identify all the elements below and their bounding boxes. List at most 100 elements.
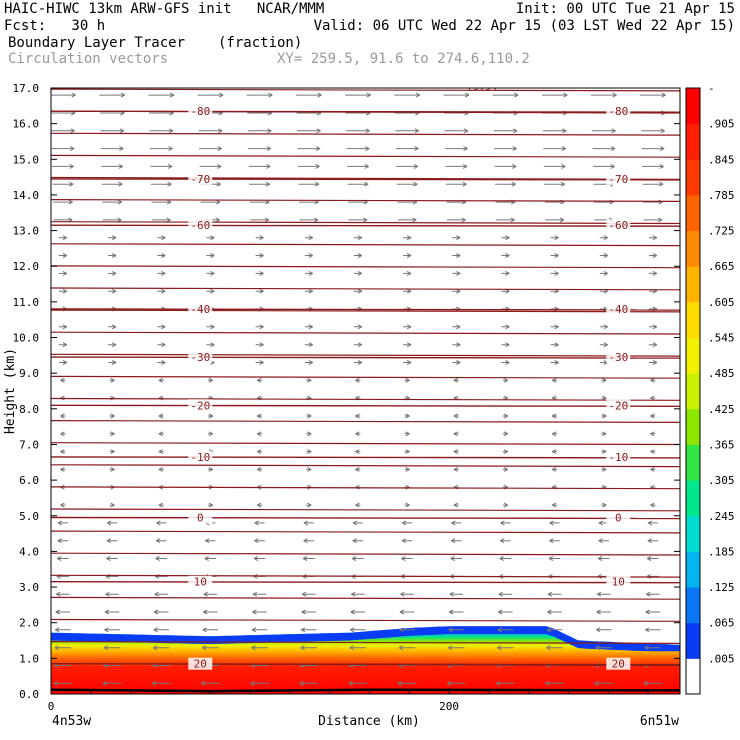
colorbar-swatch [686, 337, 700, 374]
vector-arrow [453, 413, 459, 419]
vector-arrow [443, 92, 470, 98]
vector-arrow [51, 146, 75, 152]
vector-arrow [255, 235, 264, 241]
vector-arrow [60, 413, 66, 419]
vector-arrow [198, 128, 223, 134]
y-tick-label: 8.0 [19, 403, 39, 416]
vector-arrow [547, 591, 562, 597]
vector-arrow [404, 449, 410, 455]
vector-arrow [199, 146, 222, 152]
vector-arrow [643, 680, 663, 686]
vector-arrow [346, 146, 370, 152]
vector-arrow [403, 270, 412, 276]
vector-arrow [256, 413, 263, 419]
colorbar-label: .185 [708, 545, 735, 558]
vector-arrow [254, 538, 265, 544]
colorbar-swatch [686, 408, 700, 445]
vector-arrow [155, 538, 167, 544]
vector-arrow [403, 288, 412, 294]
vector-arrow [353, 360, 363, 365]
vector-arrow [599, 270, 609, 276]
vector-arrow [500, 520, 511, 526]
contour-label-bg [188, 172, 213, 185]
y-tick-label: 4.0 [19, 545, 39, 558]
vector-arrow [157, 360, 166, 365]
colorbar-label: .905 [708, 118, 735, 131]
vector-arrow [452, 288, 461, 294]
vector-arrow [650, 377, 656, 383]
y-tick-label: 16.0 [13, 118, 40, 131]
vector-arrow [109, 431, 115, 437]
vector-arrow [251, 645, 268, 651]
vector-arrow [298, 181, 320, 187]
vector-arrow [403, 235, 412, 241]
vector-arrow [445, 146, 468, 152]
vector-arrow [204, 556, 217, 561]
vector-arrow [304, 253, 314, 258]
colorbar-top-label: - [708, 82, 715, 95]
vector-arrow [207, 413, 214, 419]
vector-arrow [306, 502, 312, 508]
contour-label-bg [188, 399, 213, 412]
vector-arrow [355, 413, 361, 419]
vector-arrow [347, 163, 369, 169]
vector-arrow [101, 181, 123, 187]
isoline [51, 641, 680, 644]
vector-arrow [450, 538, 462, 544]
vector-arrow [601, 466, 607, 472]
vector-arrow [397, 680, 417, 686]
vector-arrow [60, 466, 66, 472]
vector-arrow [648, 270, 658, 276]
field-units: (fraction) [218, 35, 303, 51]
contour-label: -70 [190, 173, 210, 186]
colorbar-label: .005 [708, 652, 735, 665]
vector-arrow [544, 181, 566, 187]
vector-arrow [54, 645, 72, 651]
colorbar-frame [685, 87, 701, 695]
vector-arrow [444, 128, 469, 134]
colorbar-swatch [686, 123, 700, 160]
vector-arrow [549, 520, 560, 526]
colorbar-label: .305 [708, 474, 735, 487]
colorbar-label: .545 [708, 332, 735, 345]
vector-arrow [495, 181, 516, 187]
y-tick-label: 14.0 [13, 189, 40, 202]
isoline [51, 265, 680, 269]
vector-arrow [106, 538, 118, 544]
vector-arrow [296, 92, 322, 98]
vector-arrow [108, 360, 117, 365]
vector-arrow [207, 377, 214, 383]
temperature-contour [51, 581, 680, 584]
isoline [51, 397, 680, 401]
vector-arrow [641, 128, 665, 134]
vector-arrow [396, 163, 419, 169]
isoline [51, 353, 680, 357]
vector-arrow [348, 680, 368, 686]
vector-arrow [152, 217, 171, 223]
vector-arrow [109, 466, 115, 472]
vector-arrow [306, 377, 312, 383]
vector-arrow [592, 146, 616, 152]
vector-arrow [550, 235, 559, 241]
vector-arrow [207, 502, 214, 508]
vector-arrow [106, 520, 118, 526]
contour-label-bg [188, 303, 213, 316]
vector-arrow [453, 377, 459, 383]
vector-arrow [200, 680, 220, 686]
vector-arrow [401, 556, 413, 561]
vector-arrow [299, 680, 318, 686]
vector-arrow [299, 217, 319, 223]
forecast-hour: Fcst: 30 h [4, 18, 106, 34]
contour-label-bg [606, 511, 631, 524]
vector-arrow [99, 92, 126, 98]
isoline [51, 574, 680, 578]
vector-arrow [156, 520, 167, 526]
isoline [51, 287, 680, 291]
init-time: Init: 00 UTC Tue 21 Apr 15 [515, 1, 735, 17]
vector-arrow [551, 449, 558, 455]
vector-arrow [303, 538, 314, 544]
vector-arrow [599, 342, 609, 348]
contour-label-bg [188, 657, 213, 670]
colorbar-swatch [686, 587, 700, 624]
